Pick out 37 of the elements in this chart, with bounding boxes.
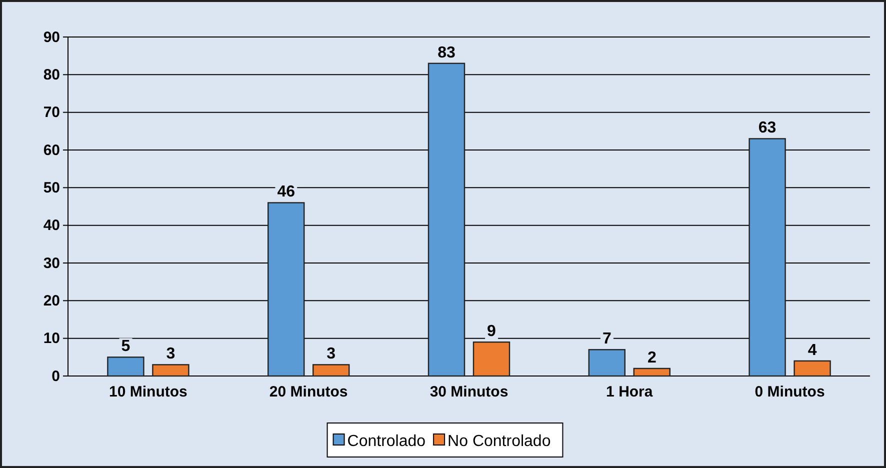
bar [152, 364, 190, 377]
y-tick-label: 0 [52, 368, 60, 385]
data-label: 5 [121, 338, 130, 356]
y-tick-label: 20 [43, 292, 60, 310]
legend-label: Controlado [347, 433, 426, 450]
data-label: 3 [326, 346, 336, 363]
data-label: 7 [602, 330, 612, 348]
bar [588, 349, 626, 377]
y-tick-label: 60 [43, 142, 60, 159]
y-tick-label: 90 [43, 28, 60, 46]
y-tick-label: 40 [43, 217, 60, 234]
x-tick-label: 20 Minutos [269, 384, 348, 401]
data-label: 3 [166, 346, 176, 363]
y-tick-label: 50 [43, 179, 60, 196]
x-tick-label: 30 Minutos [430, 384, 508, 401]
y-tick-label: 70 [43, 104, 60, 122]
data-label: 83 [438, 44, 456, 62]
y-tick-label: 10 [43, 330, 60, 348]
data-label: 2 [647, 349, 656, 366]
y-tick-label: 30 [43, 254, 60, 272]
bar [107, 356, 144, 377]
bar [472, 342, 510, 377]
y-tick-label: 80 [43, 66, 60, 84]
data-label: 63 [758, 120, 776, 137]
x-tick-label: 0 Minutos [754, 384, 825, 401]
x-tick-label: 10 Minutos [109, 384, 188, 401]
bar [428, 62, 466, 377]
data-label: 9 [487, 323, 496, 340]
bar [794, 360, 831, 377]
bar [748, 138, 786, 377]
bar [312, 364, 350, 377]
bar [268, 202, 305, 377]
x-tick-label: 1 Hora [606, 384, 654, 401]
data-label: 4 [808, 342, 817, 359]
bar [633, 368, 670, 377]
legend-label: No Controlado [448, 433, 551, 450]
data-label: 46 [277, 184, 296, 201]
